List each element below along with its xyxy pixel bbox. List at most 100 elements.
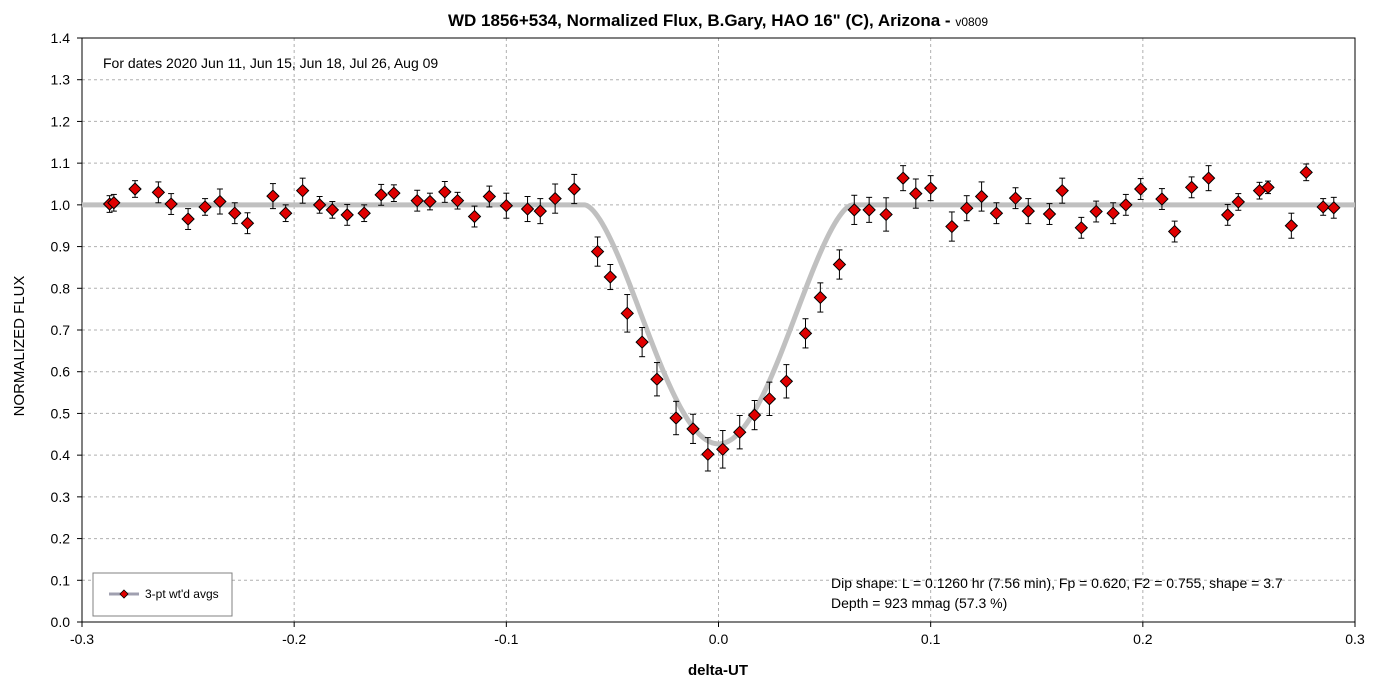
data-marker — [989, 206, 1004, 220]
data-point — [733, 415, 747, 450]
data-point — [762, 381, 777, 417]
data-point — [686, 413, 700, 444]
data-point — [798, 318, 813, 349]
data-point — [879, 197, 893, 232]
data-point — [387, 184, 401, 203]
data-point — [747, 399, 762, 431]
data-point — [813, 282, 828, 313]
x-tick-label: -0.1 — [494, 631, 518, 647]
data-point — [701, 437, 715, 472]
data-marker — [798, 326, 813, 341]
data-point — [1252, 181, 1267, 200]
axis-ticks: -0.3 -0.2 -0.1 0.0 0.1 0.2 0.3 0.0 0.1 0.2 0.3 0.4 0… — [51, 30, 1365, 647]
legend: 3-pt wt'd avgs — [92, 572, 233, 617]
data-point — [213, 188, 227, 215]
data-marker — [945, 219, 959, 234]
data-marker — [762, 392, 777, 406]
data-marker — [1327, 201, 1341, 215]
x-tick-label: -0.3 — [70, 631, 94, 647]
data-marker — [650, 372, 664, 386]
data-point — [832, 249, 847, 280]
data-markers — [102, 163, 1341, 472]
y-tick-label: 1.0 — [51, 197, 71, 213]
data-point — [295, 177, 310, 204]
data-marker — [533, 204, 547, 218]
legend-marker-icon — [119, 589, 129, 599]
data-marker — [716, 442, 730, 457]
x-tick-label: 0.3 — [1345, 631, 1365, 647]
data-marker — [862, 203, 876, 217]
chart-title-main: WD 1856+534, Normalized Flux, B.Gary, HA… — [448, 11, 955, 30]
data-point — [1316, 198, 1330, 216]
x-tick-label: 0.0 — [709, 631, 729, 647]
data-point — [650, 362, 664, 397]
data-point — [620, 294, 634, 333]
data-marker — [213, 194, 227, 209]
grid-lines — [82, 38, 1355, 622]
data-marker — [325, 203, 340, 217]
data-marker — [620, 306, 634, 321]
data-marker — [1055, 183, 1069, 198]
data-point — [862, 196, 876, 223]
data-point — [325, 201, 340, 219]
data-marker — [1261, 180, 1275, 195]
data-marker — [1155, 192, 1169, 206]
data-marker — [1106, 206, 1120, 220]
data-marker — [1089, 204, 1103, 219]
data-point — [198, 198, 212, 216]
chart-title: WD 1856+534, Normalized Flux, B.Gary, HA… — [448, 11, 988, 30]
data-point — [567, 173, 581, 205]
data-point — [548, 183, 562, 214]
data-point — [590, 236, 605, 267]
data-marker — [686, 422, 700, 436]
data-marker — [1167, 224, 1182, 239]
data-marker — [1074, 221, 1089, 235]
data-marker — [896, 171, 910, 185]
data-point — [450, 191, 465, 210]
data-point — [635, 326, 649, 358]
data-point — [240, 212, 255, 235]
y-tick-label: 0.8 — [51, 280, 71, 296]
data-point — [1008, 187, 1023, 210]
data-marker — [164, 197, 178, 211]
y-tick-label: 0.9 — [51, 239, 71, 255]
data-marker — [340, 208, 354, 222]
data-marker — [151, 185, 166, 200]
data-point — [847, 194, 861, 225]
data-marker — [1134, 182, 1148, 196]
data-marker — [387, 186, 401, 200]
data-marker — [312, 198, 327, 212]
data-point — [1201, 165, 1216, 192]
data-point — [1284, 212, 1299, 239]
data-point — [603, 264, 618, 291]
data-marker — [240, 216, 255, 230]
data-point — [1021, 198, 1035, 225]
data-point — [1220, 203, 1235, 226]
data-point — [909, 178, 923, 209]
y-tick-label: 0.5 — [51, 405, 71, 421]
x-axis-label: delta-UT — [688, 662, 748, 679]
data-marker — [960, 201, 974, 215]
data-point — [945, 211, 959, 242]
data-point — [923, 175, 938, 202]
data-point — [228, 202, 242, 225]
data-point — [533, 198, 547, 225]
data-marker — [520, 202, 535, 216]
data-point — [1089, 200, 1103, 223]
y-tick-label: 0.2 — [51, 531, 71, 547]
data-marker — [832, 257, 847, 272]
data-marker — [295, 183, 310, 198]
data-point — [1184, 176, 1199, 199]
dip-shape-annotation: Dip shape: L = 0.1260 hr (7.56 min), Fp … — [831, 575, 1283, 591]
data-marker — [482, 189, 497, 204]
data-point — [374, 183, 388, 206]
data-point — [1074, 216, 1089, 239]
x-tick-label: -0.2 — [282, 631, 306, 647]
data-point — [989, 202, 1004, 225]
y-tick-label: 1.4 — [51, 30, 71, 46]
data-point — [1167, 220, 1182, 243]
data-point — [1134, 178, 1148, 200]
data-point — [164, 193, 178, 215]
data-marker — [879, 207, 893, 222]
y-tick-label: 0.6 — [51, 364, 71, 380]
